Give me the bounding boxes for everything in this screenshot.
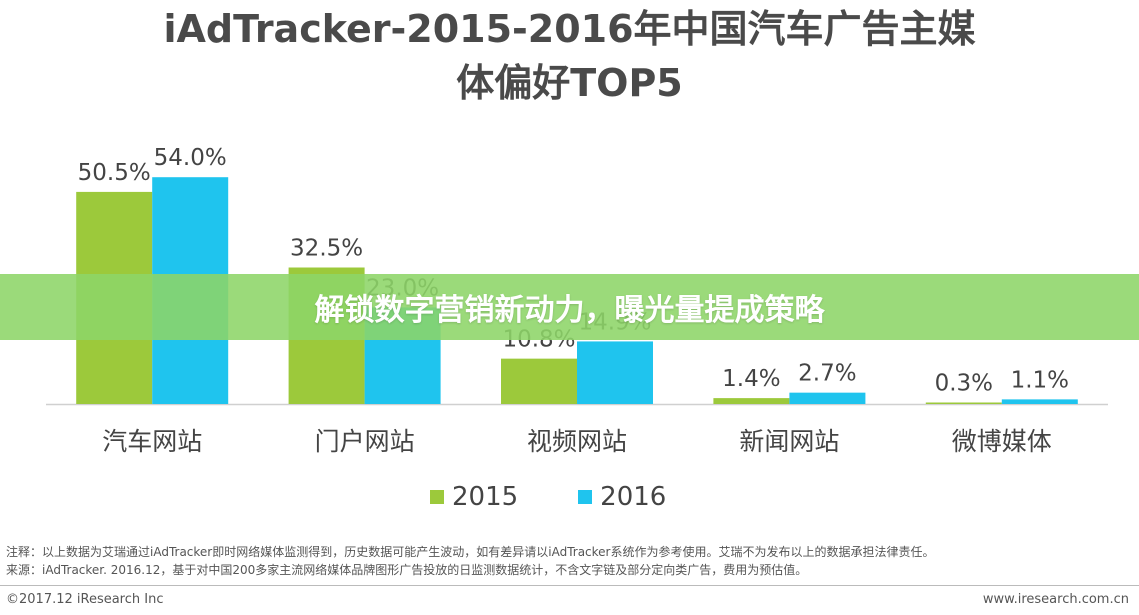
- x-tick-label: 微博媒体: [952, 427, 1052, 456]
- footer-copyright: ©2017.12 iResearch Inc: [6, 592, 164, 607]
- note-line-1: 注释：以上数据为艾瑞通过iAdTracker即时网络媒体监测得到，历史数据可能产…: [6, 545, 935, 559]
- promo-banner: 解锁数字营销新动力，曝光量提成策略: [0, 274, 1139, 340]
- legend-label-2016: 2016: [600, 482, 667, 512]
- promo-banner-text: 解锁数字营销新动力，曝光量提成策略: [314, 293, 825, 328]
- data-label-2015-新闻网站: 1.4%: [722, 366, 780, 392]
- chart-notes: 注释：以上数据为艾瑞通过iAdTracker即时网络媒体监测得到，历史数据可能产…: [6, 543, 934, 579]
- footer-divider: [0, 585, 1139, 586]
- legend-swatch-2015: [430, 490, 444, 504]
- note-line-2: 来源：iAdTracker. 2016.12，基于对中国200多家主流网络媒体品…: [6, 563, 808, 577]
- x-tick-label: 汽车网站: [102, 427, 202, 456]
- data-label-2015-汽车网站: 50.5%: [78, 160, 151, 186]
- legend-item-2015: 2015: [430, 482, 518, 512]
- data-label-2016-微博媒体: 1.1%: [1011, 367, 1069, 393]
- chart-title-line2: 体偏好TOP5: [456, 61, 683, 105]
- data-label-2015-微博媒体: 0.3%: [935, 371, 993, 397]
- legend: 2015 2016: [430, 482, 666, 512]
- legend-item-2016: 2016: [578, 482, 666, 512]
- bar-chart: 50.5%54.0%汽车网站32.5%23.0%门户网站10.8%14.9%视频…: [46, 145, 1108, 456]
- x-tick-label: 新闻网站: [739, 427, 839, 456]
- data-label-2015-门户网站: 32.5%: [290, 236, 363, 262]
- data-label-2016-汽车网站: 54.0%: [154, 145, 227, 171]
- x-tick-label: 门户网站: [315, 427, 415, 456]
- bar-2015-微博媒体: [925, 402, 1002, 404]
- data-label-2016-新闻网站: 2.7%: [798, 361, 856, 387]
- bar-2015-新闻网站: [713, 398, 790, 404]
- bar-2016-新闻网站: [789, 392, 866, 404]
- legend-label-2015: 2015: [452, 482, 519, 512]
- legend-swatch-2016: [578, 490, 593, 504]
- chart-title-line1: iAdTracker-2015-2016年中国汽车广告主媒: [163, 7, 976, 51]
- bar-2016-视频网站: [577, 341, 653, 404]
- x-tick-label: 视频网站: [527, 427, 627, 456]
- bar-2016-微博媒体: [1001, 399, 1078, 404]
- footer-website: www.iresearch.com.cn: [982, 592, 1129, 607]
- bar-2015-视频网站: [501, 358, 577, 404]
